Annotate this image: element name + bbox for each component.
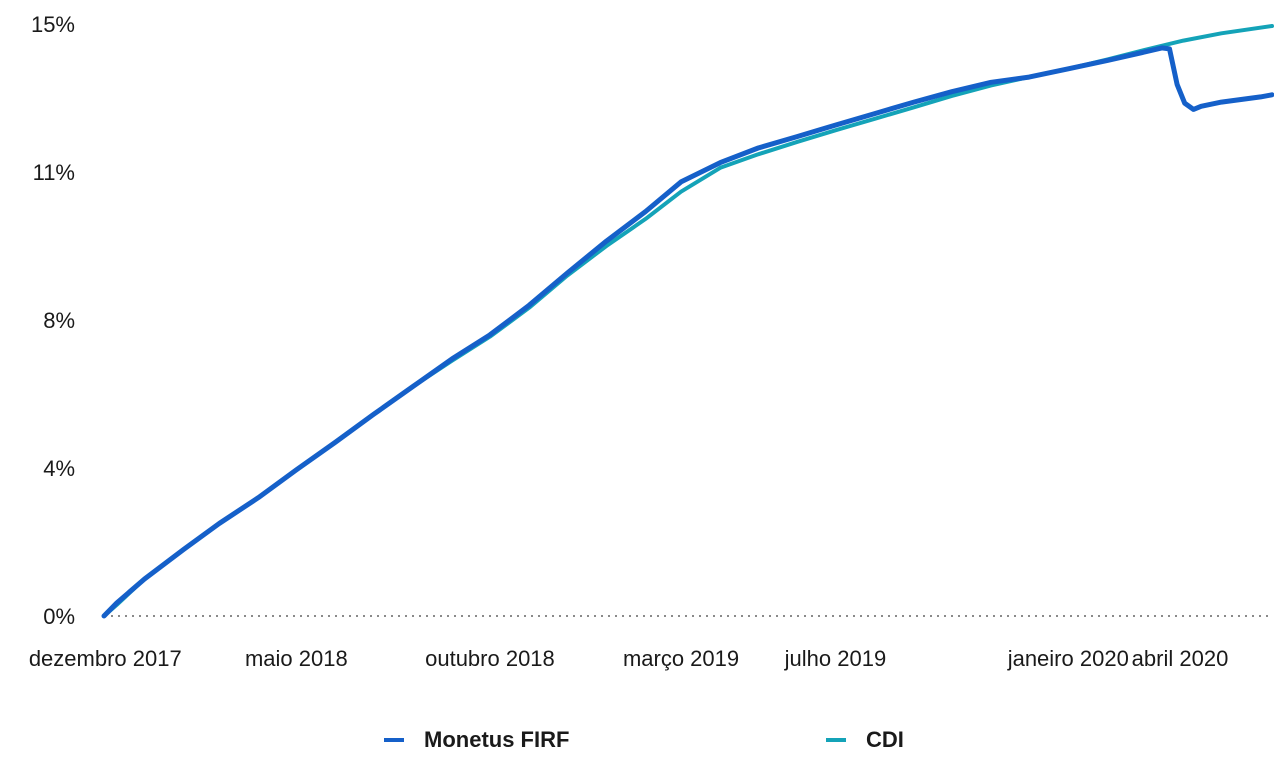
series-line-cdi (102, 24, 1274, 618)
x-tick-label: janeiro 2020 (1007, 646, 1129, 671)
x-tick-label: outubro 2018 (425, 646, 555, 671)
y-tick-label: 0% (43, 604, 75, 629)
legend-swatch (826, 738, 846, 742)
y-tick-label: 15% (31, 12, 75, 37)
y-tick-label: 8% (43, 308, 75, 333)
legend-label: Monetus FIRF (424, 727, 569, 752)
x-tick-label: maio 2018 (245, 646, 348, 671)
x-tick-label: abril 2020 (1132, 646, 1229, 671)
x-axis: dezembro 2017 maio 2018 outubro 2018 março … (29, 646, 1229, 671)
plot-area (101, 24, 1274, 619)
y-tick-label: 4% (43, 456, 75, 481)
y-axis: 0% 4% 8% 11% 15% (31, 12, 1272, 629)
x-tick-label: dezembro 2017 (29, 646, 182, 671)
x-tick-label: março 2019 (623, 646, 739, 671)
legend: Monetus FIRF CDI (384, 727, 904, 752)
y-tick-label: 11% (33, 160, 75, 185)
legend-swatch (384, 738, 404, 742)
series-line-monetus-firf (101, 45, 1274, 619)
x-tick-label: julho 2019 (784, 646, 887, 671)
legend-label: CDI (866, 727, 904, 752)
